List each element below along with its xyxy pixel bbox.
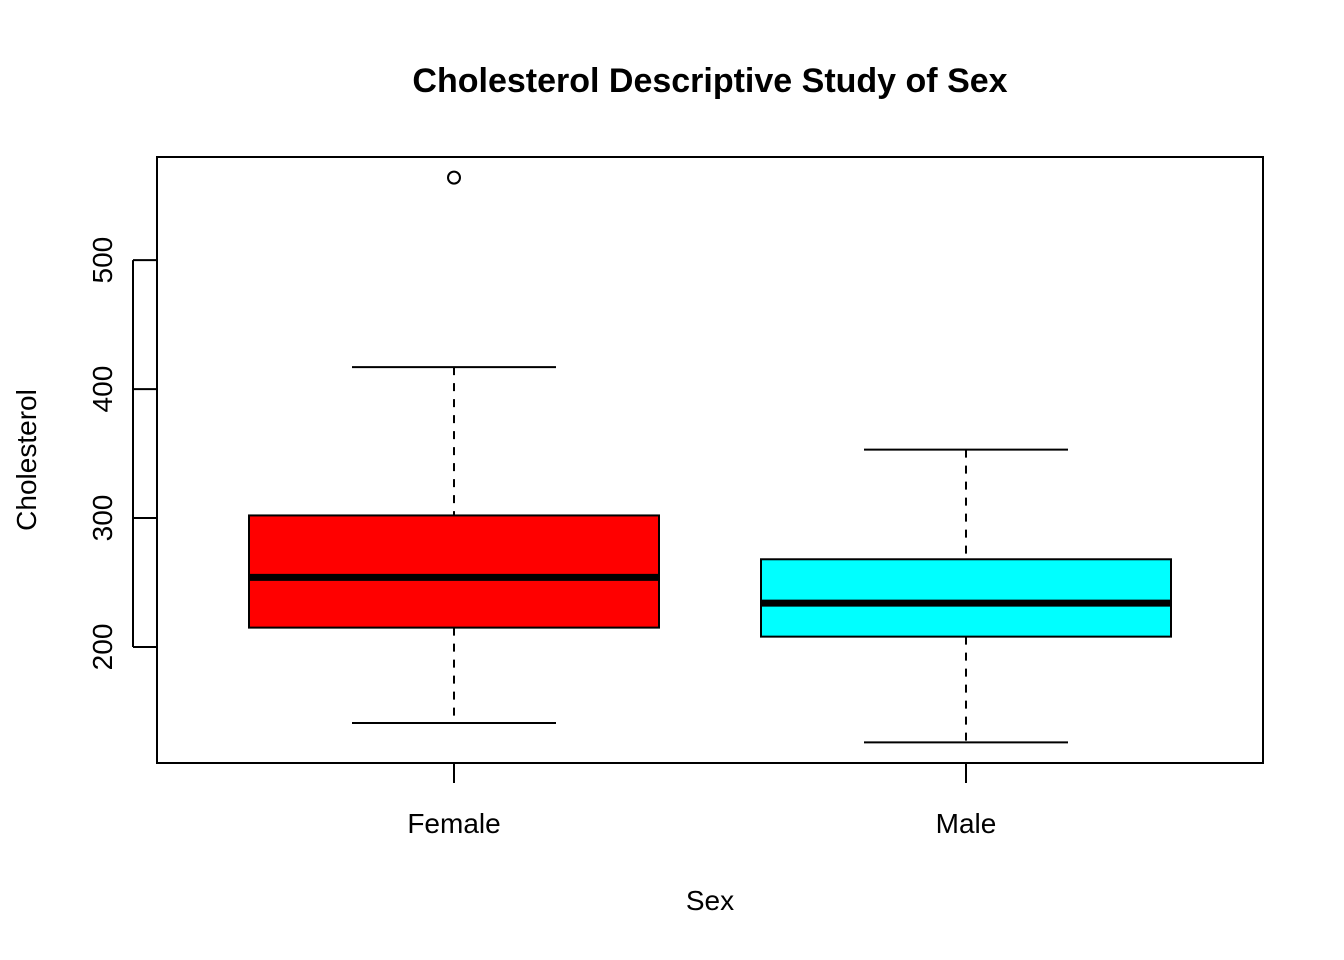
box-female	[248, 514, 660, 629]
y-axis-label: Cholesterol	[11, 389, 42, 531]
x-tick-label: Female	[407, 808, 500, 839]
plot-area: 200 300 400 500 Female Male	[87, 170, 1172, 839]
x-axis-label: Sex	[686, 885, 734, 916]
box-male	[760, 558, 1172, 638]
plot-frame	[156, 156, 1264, 764]
y-tick-label: 200	[87, 624, 118, 671]
y-tick-label: 500	[87, 237, 118, 284]
x-tick-label: Male	[936, 808, 997, 839]
y-tick-label: 400	[87, 366, 118, 413]
chart-title: Cholesterol Descriptive Study of Sex	[412, 62, 1007, 100]
y-tick-label: 300	[87, 495, 118, 542]
outlier-point	[447, 170, 461, 185]
